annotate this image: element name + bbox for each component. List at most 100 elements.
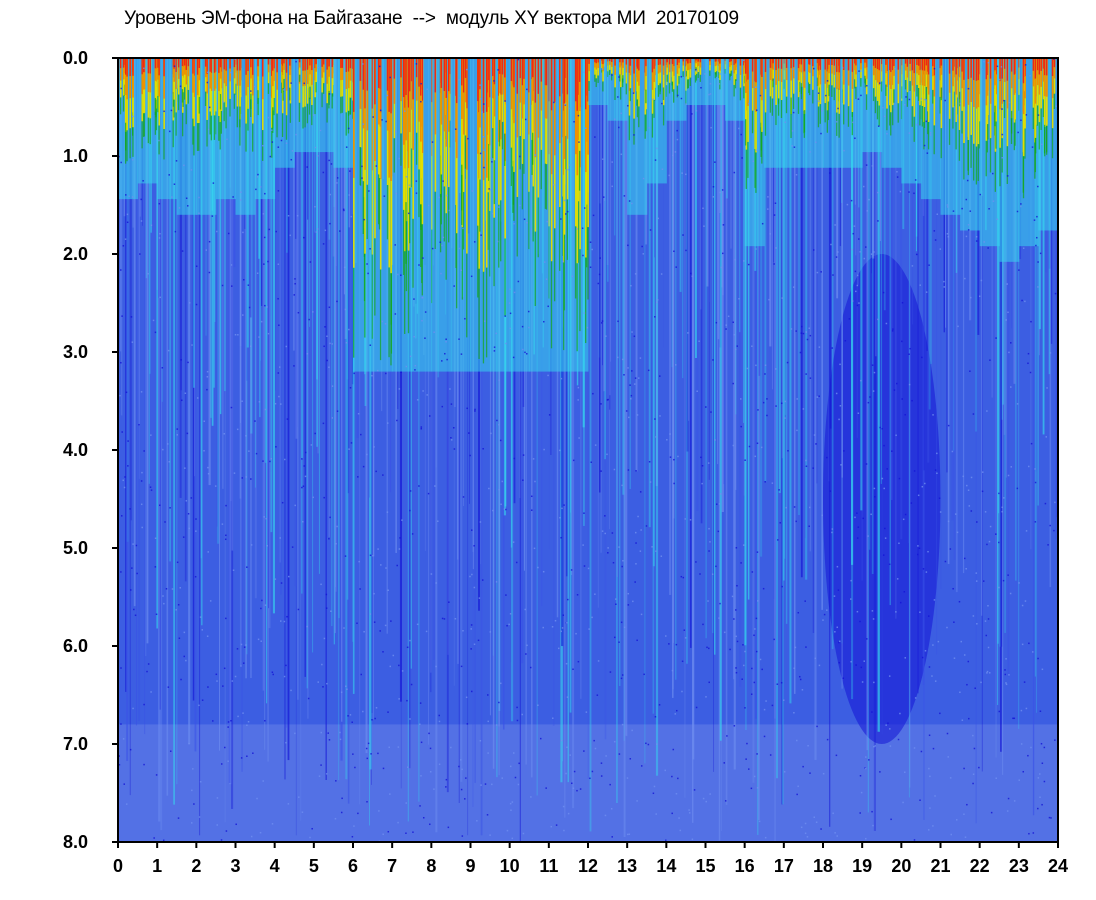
heatmap-speck bbox=[409, 355, 412, 358]
heatmap-speck bbox=[774, 202, 777, 204]
heatmap-speck bbox=[169, 507, 171, 509]
heatmap-speck bbox=[344, 555, 347, 557]
heatmap-speck bbox=[266, 306, 268, 308]
heatmap-cell bbox=[755, 58, 757, 83]
heatmap-speck bbox=[886, 132, 888, 135]
heatmap-speck bbox=[343, 627, 345, 629]
heatmap-speck bbox=[449, 388, 451, 390]
heatmap-speck bbox=[617, 96, 619, 98]
heatmap-speck bbox=[490, 157, 492, 159]
heatmap-speck bbox=[125, 391, 128, 394]
heatmap-streak bbox=[1001, 58, 1003, 647]
heatmap-speck bbox=[567, 168, 569, 171]
heatmap-speck bbox=[397, 273, 399, 276]
heatmap-speck bbox=[968, 717, 970, 720]
heatmap-cell bbox=[729, 58, 731, 67]
heatmap-speck bbox=[613, 468, 616, 471]
heatmap-speck bbox=[154, 331, 157, 334]
heatmap-speck bbox=[209, 600, 212, 602]
heatmap-speck bbox=[853, 225, 856, 227]
heatmap-speck bbox=[152, 319, 155, 322]
heatmap-speck bbox=[679, 829, 682, 832]
heatmap-speck bbox=[627, 592, 630, 595]
heatmap-speck bbox=[832, 274, 834, 276]
heatmap-cell bbox=[347, 58, 350, 72]
heatmap-speck bbox=[820, 828, 822, 830]
heatmap-speck bbox=[498, 206, 500, 208]
heatmap-speck bbox=[988, 672, 991, 674]
heatmap-speck bbox=[163, 110, 165, 113]
x-tick-label: 21 bbox=[930, 856, 950, 876]
heatmap-speck bbox=[400, 274, 402, 276]
heatmap-speck bbox=[858, 70, 860, 72]
heatmap-speck bbox=[908, 98, 911, 101]
heatmap-speck bbox=[865, 756, 867, 758]
heatmap-streak bbox=[308, 58, 311, 327]
heatmap-streak bbox=[125, 58, 127, 692]
heatmap-streak bbox=[708, 58, 710, 480]
heatmap-speck bbox=[691, 113, 693, 115]
heatmap-speck bbox=[424, 311, 427, 313]
heatmap-cell bbox=[218, 58, 220, 73]
heatmap-streak bbox=[246, 58, 248, 655]
heatmap-streak bbox=[216, 58, 218, 527]
heatmap-cell bbox=[890, 58, 892, 72]
heatmap-speck bbox=[813, 816, 816, 818]
heatmap-speck bbox=[415, 180, 418, 182]
heatmap-speck bbox=[1009, 592, 1012, 595]
heatmap-speck bbox=[124, 238, 127, 240]
heatmap-speck bbox=[323, 637, 326, 640]
heatmap-speck bbox=[1016, 487, 1019, 490]
heatmap-cell bbox=[462, 58, 465, 93]
heatmap-speck bbox=[721, 189, 724, 191]
heatmap-speck bbox=[336, 300, 338, 303]
heatmap-streak bbox=[400, 58, 402, 789]
heatmap-speck bbox=[509, 765, 512, 768]
heatmap-streak bbox=[923, 58, 925, 820]
heatmap-speck bbox=[1008, 351, 1010, 354]
heatmap-speck bbox=[764, 373, 766, 375]
heatmap-speck bbox=[687, 332, 689, 334]
heatmap-speck bbox=[743, 260, 745, 262]
heatmap-cell bbox=[628, 58, 631, 73]
heatmap-speck bbox=[640, 613, 643, 616]
heatmap-streak bbox=[179, 58, 182, 498]
heatmap-streak bbox=[625, 58, 628, 737]
heatmap-speck bbox=[927, 550, 929, 553]
heatmap-speck bbox=[591, 248, 593, 251]
heatmap-speck bbox=[635, 542, 637, 544]
heatmap-cell bbox=[775, 58, 777, 85]
heatmap-speck bbox=[869, 396, 871, 398]
heatmap-streak bbox=[1032, 58, 1035, 816]
heatmap-speck bbox=[781, 297, 784, 299]
heatmap-speck bbox=[234, 333, 237, 336]
heatmap-cell bbox=[1034, 58, 1037, 104]
heatmap-speck bbox=[352, 753, 354, 755]
heatmap-speck bbox=[732, 321, 734, 324]
heatmap-cell bbox=[874, 58, 877, 81]
heatmap-speck bbox=[281, 501, 284, 504]
heatmap-cell bbox=[578, 58, 581, 112]
heatmap-speck bbox=[1030, 442, 1033, 445]
heatmap-speck bbox=[328, 159, 330, 162]
heatmap-speck bbox=[735, 635, 737, 638]
heatmap-speck bbox=[429, 770, 432, 773]
heatmap-speck bbox=[168, 174, 170, 176]
heatmap-speck bbox=[676, 709, 678, 712]
heatmap-streak bbox=[1036, 58, 1038, 713]
heatmap-speck bbox=[823, 613, 826, 616]
heatmap-speck bbox=[820, 271, 822, 273]
heatmap-cell bbox=[625, 58, 628, 73]
heatmap-streak bbox=[262, 58, 265, 691]
heatmap-cell bbox=[126, 58, 128, 77]
heatmap-streak bbox=[430, 58, 432, 693]
heatmap-speck bbox=[262, 144, 264, 147]
heatmap-cell bbox=[909, 58, 911, 72]
heatmap-speck bbox=[470, 624, 473, 626]
heatmap-speck bbox=[1053, 529, 1055, 532]
heatmap-speck bbox=[487, 694, 489, 696]
heatmap-speck bbox=[695, 68, 697, 71]
heatmap-streak bbox=[774, 58, 776, 719]
heatmap-speck bbox=[328, 306, 331, 309]
heatmap-speck bbox=[780, 681, 783, 684]
